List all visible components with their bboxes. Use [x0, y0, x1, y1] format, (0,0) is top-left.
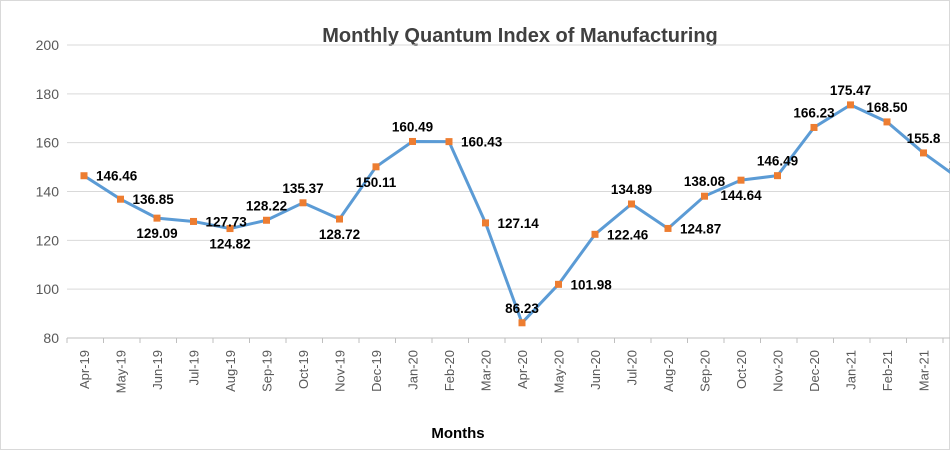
data-label: 122.46: [607, 227, 649, 242]
data-label: 128.22: [246, 198, 287, 213]
data-label: 146.46: [96, 169, 138, 184]
data-point: [847, 101, 854, 108]
data-point: [592, 231, 599, 238]
data-label: 101.98: [571, 277, 613, 292]
data-point: [300, 199, 307, 206]
data-label: 124.82: [209, 237, 250, 252]
x-tick-label: Oct-19: [296, 350, 311, 389]
x-tick-label: Oct-20: [734, 350, 749, 389]
data-point: [81, 172, 88, 179]
data-label: 127.73: [206, 214, 248, 229]
data-point: [628, 200, 635, 207]
x-axis: Apr-19 May-19 Jun-19 Jul-19 Aug-19 Sep-19 Oct-…: [67, 338, 950, 393]
data-point: [665, 225, 672, 232]
x-tick-label: Mar-20: [479, 350, 494, 391]
data-point: [409, 138, 416, 145]
x-tick-label: Sep-19: [260, 350, 275, 392]
data-point: [811, 124, 818, 131]
data-point: [373, 163, 380, 170]
x-tick-label: Jan-21: [844, 350, 859, 390]
x-tick-label: Apr-19: [77, 350, 92, 389]
y-tick-label: 200: [36, 37, 60, 53]
data-label: 124.87: [680, 221, 721, 236]
data-point: [117, 196, 124, 203]
data-label: 168.50: [866, 100, 907, 115]
data-point: [482, 219, 489, 226]
data-label: 136.85: [133, 192, 175, 207]
data-labels: 146.46 136.85 129.09 127.73 124.82 128.22 135.…: [96, 83, 950, 316]
data-label: 129.09: [136, 226, 177, 241]
data-label: 86.23: [505, 301, 539, 316]
data-point: [738, 177, 745, 184]
y-tick-label: 160: [36, 135, 60, 151]
data-point: [519, 319, 526, 326]
x-tick-label: Dec-20: [807, 350, 822, 392]
data-label: 135.37: [282, 181, 323, 196]
data-point: [154, 215, 161, 222]
data-label: 175.47: [830, 83, 871, 98]
x-tick-label: Sep-20: [698, 350, 713, 392]
data-point: [263, 217, 270, 224]
data-label: 166.23: [793, 105, 835, 120]
data-label: 146.49: [757, 154, 798, 169]
x-tick-label: Nov-20: [771, 350, 786, 392]
data-label: 150.11: [356, 175, 397, 190]
x-tick-label: Aug-19: [223, 350, 238, 392]
y-tick-label: 140: [36, 184, 60, 200]
x-tick-label: May-20: [552, 350, 567, 393]
x-tick-label: Nov-19: [333, 350, 348, 392]
x-tick-label: May-19: [114, 350, 129, 393]
data-point: [190, 218, 197, 225]
x-tick-label: Dec-19: [369, 350, 384, 392]
data-point: [884, 118, 891, 125]
x-tick-label: Jul-20: [625, 350, 640, 385]
x-tick-label: Jul-19: [187, 350, 202, 385]
gridlines: [67, 45, 950, 289]
y-axis: 80 100 120 140 160 180 200: [36, 37, 60, 346]
data-label: 144.64: [720, 188, 762, 203]
y-tick-label: 120: [36, 232, 60, 248]
data-label: 128.72: [319, 227, 360, 242]
y-tick-label: 80: [43, 330, 59, 346]
y-tick-label: 180: [36, 86, 60, 102]
data-point: [336, 216, 343, 223]
data-label: 138.08: [684, 174, 726, 189]
data-label: 127.14: [498, 216, 540, 231]
x-tick-label: Mar-21: [917, 350, 932, 391]
x-tick-label: Feb-20: [442, 350, 457, 391]
x-tick-label: Jan-20: [406, 350, 421, 390]
x-tick-label: Apr-20: [515, 350, 530, 389]
x-axis-title: Months: [431, 425, 484, 442]
y-tick-label: 100: [36, 281, 60, 297]
data-label: 134.89: [611, 182, 652, 197]
data-point: [774, 172, 781, 179]
x-tick-label: Aug-20: [661, 350, 676, 392]
chart-title: Monthly Quantum Index of Manufacturing: [322, 25, 718, 47]
data-label: 155.8: [907, 131, 941, 146]
x-tick-label: Jun-19: [150, 350, 165, 390]
data-label: 160.49: [392, 119, 433, 134]
x-tick-label: Jun-20: [588, 350, 603, 390]
data-label: 160.43: [461, 135, 503, 150]
data-point: [701, 193, 708, 200]
x-tick-label: Feb-21: [880, 350, 895, 391]
data-point: [920, 149, 927, 156]
data-point: [446, 138, 453, 145]
data-point: [555, 281, 562, 288]
